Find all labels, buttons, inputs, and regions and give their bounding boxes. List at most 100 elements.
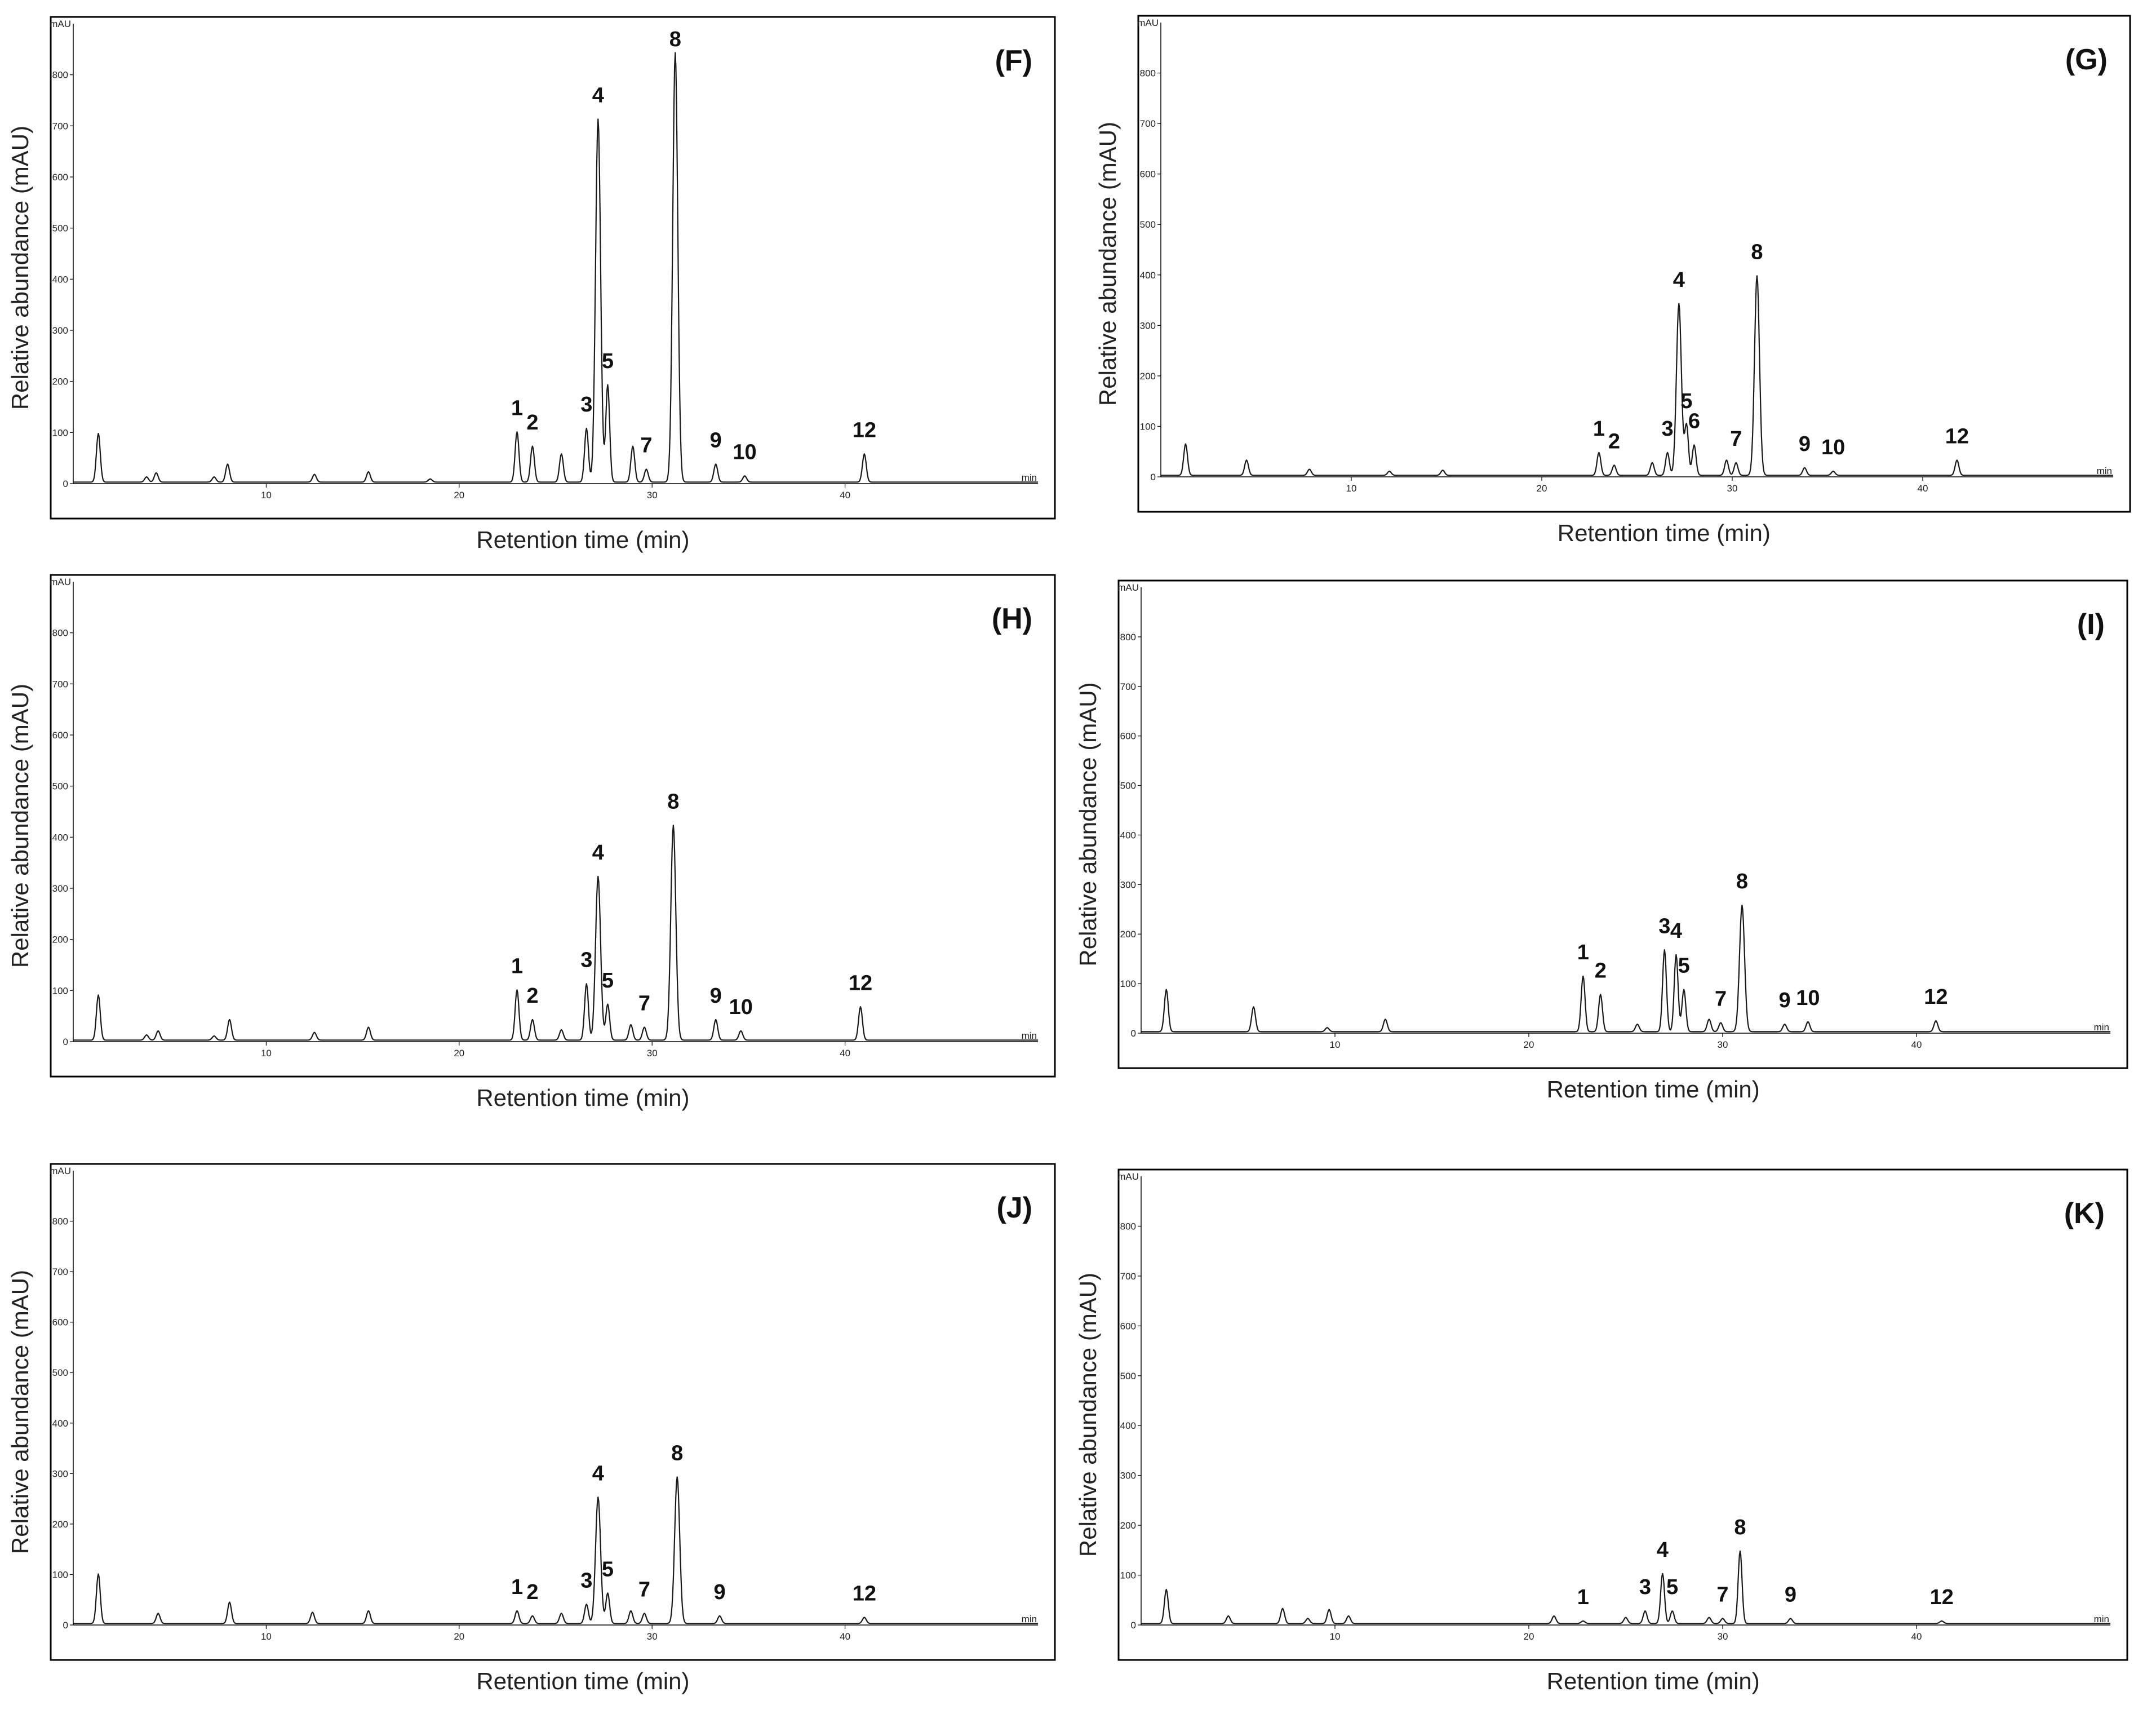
- x-unit-label: min: [2097, 466, 2112, 476]
- peak-point: [1941, 1620, 1942, 1622]
- x-tick-label: 40: [840, 1631, 850, 1642]
- peak-point: [597, 875, 599, 878]
- peak-point: [1328, 1609, 1330, 1610]
- peak-point: [313, 1031, 316, 1033]
- peak-point: [1582, 1620, 1584, 1622]
- peak-label-3: 3: [580, 393, 592, 417]
- peak-point: [97, 432, 99, 435]
- peak-point: [630, 1024, 632, 1026]
- y-tick-label: 700: [52, 679, 68, 689]
- peak-point: [1245, 459, 1248, 461]
- peak-point: [1281, 1608, 1284, 1610]
- peak-label-5: 5: [602, 349, 614, 373]
- peak-point: [1385, 1019, 1386, 1020]
- y-tick-label: 100: [1120, 1570, 1136, 1581]
- y-tick-label: 100: [1140, 421, 1156, 432]
- panel-label: (G): [2065, 43, 2108, 76]
- x-axis-title: Retention time (min): [1558, 520, 1771, 546]
- y-tick-label: 300: [52, 1468, 68, 1479]
- peak-point: [863, 453, 866, 455]
- peak-point: [607, 1592, 609, 1594]
- x-axis-title: Retention time (min): [476, 1084, 689, 1111]
- peak-label-3: 3: [1639, 1575, 1651, 1599]
- peak-point: [1678, 303, 1680, 305]
- peak-point: [585, 1604, 587, 1605]
- x-tick-label: 40: [1911, 1631, 1922, 1642]
- y-tick-label: 200: [52, 1519, 68, 1530]
- panel-frame: [1117, 579, 2128, 1069]
- y-tick-label: 600: [1120, 731, 1136, 742]
- x-tick-label: 30: [1718, 1039, 1728, 1050]
- peak-point: [1790, 1618, 1791, 1619]
- peak-label-1: 1: [511, 954, 523, 978]
- peak-point: [1662, 1573, 1663, 1575]
- y-unit-label: mAU: [50, 1166, 71, 1176]
- peak-label-2: 2: [1608, 429, 1620, 453]
- peak-point: [429, 478, 431, 480]
- peak-point: [1708, 1617, 1710, 1618]
- peak-point: [1307, 1618, 1309, 1619]
- chart-panel-k: 0 100 200 300 400 500 600 700 800 mAU 10 20 30 40 min 1…: [1075, 1168, 2128, 1694]
- peak-point: [97, 994, 99, 996]
- panel-label: (H): [992, 603, 1032, 635]
- peak-point: [156, 472, 157, 474]
- y-tick-label: 500: [52, 223, 68, 234]
- peak-point: [213, 1035, 215, 1037]
- y-tick-label: 600: [1140, 169, 1156, 180]
- peak-point: [157, 1030, 159, 1032]
- peak-point: [675, 52, 676, 54]
- y-tick-label: 600: [1120, 1321, 1136, 1331]
- peak-point: [597, 1496, 599, 1498]
- y-tick-label: 300: [52, 883, 68, 894]
- peak-label-5: 5: [602, 1558, 614, 1582]
- peak-point: [1666, 451, 1669, 454]
- peak-point: [1644, 1610, 1646, 1612]
- y-tick-label: 800: [1120, 632, 1136, 643]
- peak-point: [1253, 1006, 1254, 1008]
- panel-label: (I): [2077, 608, 2105, 641]
- peak-label-10: 10: [733, 440, 756, 464]
- chart-panel-j: 0 100 200 300 400 500 600 700 800 mAU 10 20 30 40 min 1…: [7, 1163, 1056, 1694]
- peak-point: [1613, 464, 1615, 466]
- y-axis-title: Relative abundance (mAU): [1094, 122, 1121, 406]
- chromatogram-trace: [1141, 905, 2110, 1033]
- peak-point: [607, 384, 609, 386]
- peak-point: [1598, 451, 1600, 454]
- peak-label-7: 7: [1730, 427, 1742, 451]
- peak-label-2: 2: [526, 1580, 538, 1604]
- x-tick-label: 20: [1524, 1039, 1534, 1050]
- peak-point: [531, 445, 534, 448]
- peak-label-4: 4: [592, 1462, 604, 1485]
- peak-point: [1582, 975, 1584, 977]
- peak-point: [1935, 1020, 1937, 1022]
- y-unit-label: mAU: [50, 577, 71, 587]
- peak-point: [1347, 1615, 1350, 1617]
- y-tick-label: 0: [1151, 472, 1156, 482]
- peak-label-10: 10: [1796, 986, 1820, 1010]
- panel-frame: [50, 574, 1056, 1078]
- y-tick-label: 600: [52, 730, 68, 741]
- y-axis-title: Relative abundance (mAU): [7, 1270, 33, 1554]
- chromatogram-trace: [73, 1476, 1038, 1624]
- peak-label-4: 4: [592, 84, 604, 108]
- peak-label-8: 8: [1751, 241, 1763, 264]
- panel-label: (K): [2064, 1197, 2105, 1230]
- y-unit-label: mAU: [50, 19, 71, 29]
- peak-label-4: 4: [592, 841, 604, 865]
- peak-label-12: 12: [1924, 985, 1948, 1009]
- x-axis-title: Retention time (min): [476, 1668, 689, 1694]
- y-tick-label: 100: [52, 427, 68, 438]
- peak-point: [561, 453, 562, 455]
- peak-point: [676, 1476, 678, 1478]
- peak-point: [1956, 459, 1958, 461]
- peak-point: [1708, 1019, 1710, 1020]
- peak-point: [715, 463, 717, 465]
- y-tick-label: 500: [1120, 1371, 1136, 1382]
- y-tick-label: 500: [1140, 219, 1156, 230]
- peak-point: [1442, 470, 1444, 471]
- x-axis-title: Retention time (min): [1547, 1076, 1760, 1102]
- peak-label-1: 1: [1577, 941, 1589, 964]
- y-tick-label: 800: [52, 70, 68, 81]
- x-tick-label: 30: [1727, 483, 1738, 494]
